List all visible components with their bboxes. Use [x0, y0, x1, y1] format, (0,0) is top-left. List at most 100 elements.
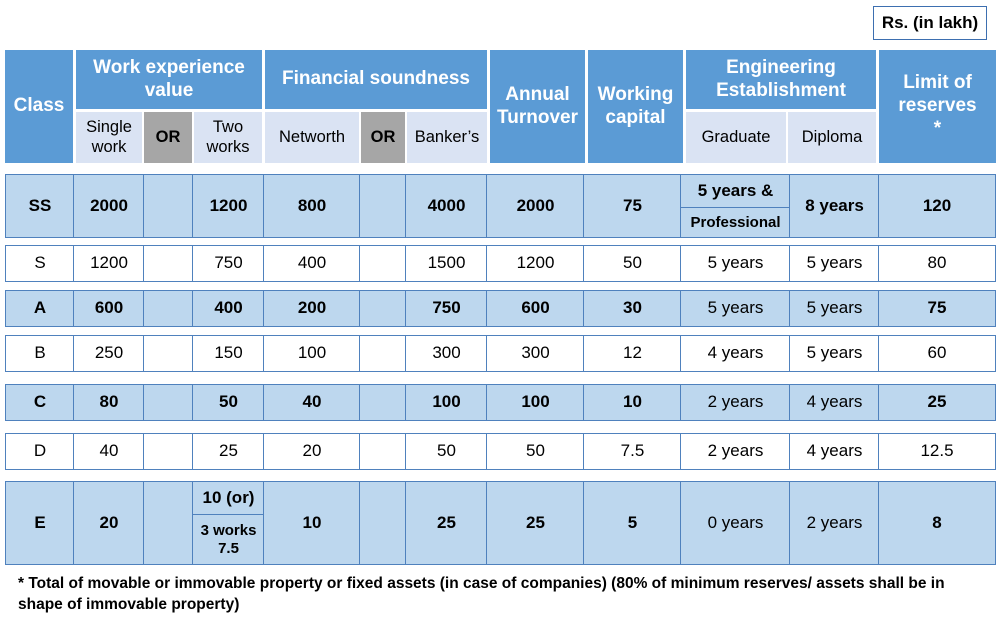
cell-diploma: 4 years: [789, 384, 880, 421]
cell-bankers: 750: [405, 290, 488, 327]
cell-or-empty: [359, 245, 407, 282]
cell-working-capital: 7.5: [583, 433, 682, 470]
cell-single-work: 600: [73, 290, 145, 327]
header-or-2: OR: [361, 112, 405, 163]
cell-networth: 800: [263, 174, 361, 238]
cell-networth: 20: [263, 433, 361, 470]
cell-limit-of-reserves: 8: [878, 481, 996, 565]
cell-limit-of-reserves: 12.5: [878, 433, 996, 470]
cell-or-empty: [143, 335, 194, 372]
header-working-capital: Working capital: [588, 50, 683, 163]
header-limit-of-reserves: Limit of reserves *: [879, 50, 996, 163]
cell-graduate: 2 years: [680, 433, 791, 470]
cell-or-empty: [143, 245, 194, 282]
cell-single-work: 40: [73, 433, 145, 470]
cell-bankers: 50: [405, 433, 488, 470]
header-class: Class: [5, 50, 73, 163]
cell-networth: 40: [263, 384, 361, 421]
cell-two-works-note: 3 works 7.5: [192, 514, 265, 565]
footnote: * Total of movable or immovable property…: [18, 575, 945, 613]
cell-or-empty: [359, 384, 407, 421]
cell-limit-of-reserves: 75: [878, 290, 996, 327]
cell-two-works: 50: [192, 384, 265, 421]
cell-two-works: 750: [192, 245, 265, 282]
cell-or-empty: [359, 481, 407, 565]
cell-or-empty: [143, 384, 194, 421]
cell-two-works-note-line1: 3 works: [200, 521, 257, 539]
cell-two-works: 150: [192, 335, 265, 372]
header-networth: Networth: [265, 112, 359, 163]
cell-single-work: 250: [73, 335, 145, 372]
cell-annual-turnover: 2000: [486, 174, 585, 238]
cell-diploma: 5 years: [789, 245, 880, 282]
cell-annual-turnover: 1200: [486, 245, 585, 282]
cell-working-capital: 5: [583, 481, 682, 565]
cell-networth: 200: [263, 290, 361, 327]
cell-diploma: 2 years: [789, 481, 880, 565]
cell-limit-of-reserves: 80: [878, 245, 996, 282]
cell-class: A: [5, 290, 75, 327]
cell-two-works: 400: [192, 290, 265, 327]
cell-diploma: 4 years: [789, 433, 880, 470]
cell-working-capital: 10: [583, 384, 682, 421]
cell-or-empty: [359, 174, 407, 238]
cell-annual-turnover: 25: [486, 481, 585, 565]
cell-or-empty: [359, 433, 407, 470]
cell-annual-turnover: 300: [486, 335, 585, 372]
cell-two-works: 1200: [192, 174, 265, 238]
cell-working-capital: 12: [583, 335, 682, 372]
cell-graduate: 5 years: [680, 290, 791, 327]
cell-annual-turnover: 100: [486, 384, 585, 421]
header-engineering-establishment: Engineering Establishment: [686, 50, 876, 109]
cell-working-capital: 30: [583, 290, 682, 327]
cell-single-work: 2000: [73, 174, 145, 238]
header-bankers: Banker’s: [407, 112, 487, 163]
cell-graduate: 5 years: [680, 245, 791, 282]
cell-bankers: 4000: [405, 174, 488, 238]
cell-class: D: [5, 433, 75, 470]
header-work-experience: Work experience value: [76, 50, 262, 109]
cell-limit-of-reserves: 25: [878, 384, 996, 421]
cell-diploma: 5 years: [789, 290, 880, 327]
cell-limit-of-reserves: 60: [878, 335, 996, 372]
header-or-1: OR: [144, 112, 192, 163]
header-graduate: Graduate: [686, 112, 786, 163]
cell-annual-turnover: 50: [486, 433, 585, 470]
cell-working-capital: 50: [583, 245, 682, 282]
cell-graduate-note: Professional: [680, 207, 791, 238]
cell-working-capital: 75: [583, 174, 682, 238]
cell-bankers: 25: [405, 481, 488, 565]
cell-networth: 10: [263, 481, 361, 565]
cell-two-works: 25: [192, 433, 265, 470]
cell-networth: 100: [263, 335, 361, 372]
cell-class: B: [5, 335, 75, 372]
cell-class: S: [5, 245, 75, 282]
cell-networth: 400: [263, 245, 361, 282]
cell-or-empty: [143, 433, 194, 470]
cell-two-works: 10 (or): [192, 481, 265, 516]
cell-or-empty: [143, 174, 194, 238]
header-diploma: Diploma: [788, 112, 876, 163]
cell-graduate: 5 years &: [680, 174, 791, 209]
cell-class: C: [5, 384, 75, 421]
cell-class: E: [5, 481, 75, 565]
cell-bankers: 100: [405, 384, 488, 421]
cell-single-work: 20: [73, 481, 145, 565]
cell-annual-turnover: 600: [486, 290, 585, 327]
cell-diploma: 5 years: [789, 335, 880, 372]
unit-label: Rs. (in lakh): [873, 6, 987, 40]
cell-two-works-note-line2: 7.5: [218, 539, 239, 557]
cell-graduate: 2 years: [680, 384, 791, 421]
cell-or-empty: [359, 335, 407, 372]
cell-or-empty: [143, 290, 194, 327]
header-single-work: Single work: [76, 112, 142, 163]
header-two-works: Two works: [194, 112, 262, 163]
cell-single-work: 80: [73, 384, 145, 421]
cell-bankers: 1500: [405, 245, 488, 282]
cell-diploma: 8 years: [789, 174, 880, 238]
cell-bankers: 300: [405, 335, 488, 372]
cell-limit-of-reserves: 120: [878, 174, 996, 238]
header-financial-soundness: Financial soundness: [265, 50, 487, 109]
cell-graduate: 0 years: [680, 481, 791, 565]
cell-class: SS: [5, 174, 75, 238]
